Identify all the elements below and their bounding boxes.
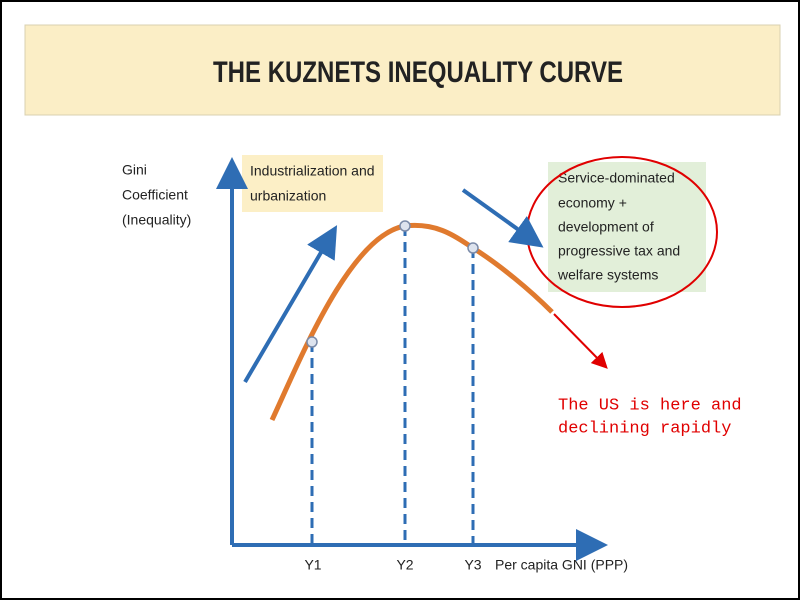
guide-lines (310, 226, 475, 545)
annotation: Service-dominated (558, 170, 675, 186)
annotation: development of (558, 219, 654, 235)
rise-arrow (243, 225, 338, 384)
annotation: Industrialization and (250, 163, 375, 179)
title: THE KUZNETS INEQUALITY CURVE (213, 56, 623, 89)
curve-points (306, 220, 479, 348)
y-axis-label: Coefficient (122, 187, 188, 203)
x-tick-label: Y2 (396, 557, 413, 573)
us-arrow (553, 313, 608, 369)
annotation: urbanization (250, 188, 326, 204)
y-axis-label: Gini (122, 162, 147, 178)
us-note: The US is here and (558, 396, 742, 415)
us-note: declining rapidly (558, 419, 731, 438)
annotation: progressive tax and (558, 243, 680, 259)
x-tick-label: Y3 (464, 557, 481, 573)
annotation: welfare systems (557, 267, 658, 283)
y-axis-label: (Inequality) (122, 212, 191, 228)
service-box (548, 162, 706, 292)
title-banner (24, 24, 781, 116)
x-axis-label: Per capita GNI (PPP) (495, 557, 628, 573)
x-tick-label: Y1 (304, 557, 321, 573)
industrialization-box (242, 155, 383, 212)
decline-arrow (461, 188, 544, 248)
annotation: economy + (558, 195, 627, 211)
